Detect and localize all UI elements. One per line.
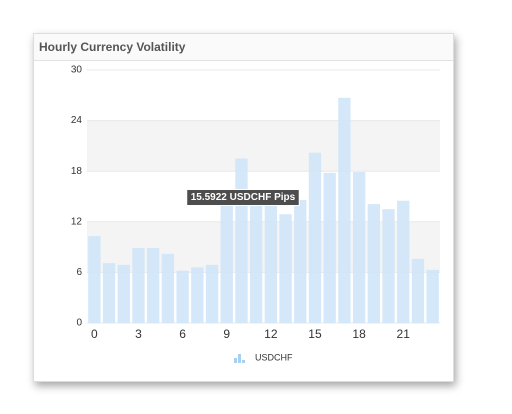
bar [249, 196, 263, 323]
bar [352, 172, 366, 323]
tooltip: 15.5922 USDCHF Pips [186, 189, 300, 207]
x-tick-label: 18 [352, 327, 366, 341]
bar [308, 152, 322, 323]
bar [279, 214, 292, 323]
grid-band [87, 221, 440, 273]
bar [205, 264, 219, 323]
y-tick-label: 0 [76, 318, 82, 329]
y-tick-label: 24 [71, 115, 83, 126]
x-tick-label: 9 [223, 327, 230, 341]
bar [397, 200, 410, 323]
bar [323, 172, 336, 323]
bar [117, 264, 130, 323]
legend: USDCHF [234, 352, 293, 363]
bar [102, 263, 116, 323]
y-tick-label: 18 [71, 166, 83, 177]
grid-band [87, 120, 440, 172]
x-tick-label: 21 [397, 327, 411, 341]
bar [411, 258, 425, 323]
tooltip-box [186, 189, 300, 207]
legend-icon [242, 360, 245, 363]
x-tick-label: 3 [135, 327, 142, 341]
bar [264, 199, 278, 323]
legend-label: USDCHF [255, 352, 293, 362]
x-tick-label: 6 [179, 327, 186, 341]
bar [338, 97, 351, 323]
bar [88, 236, 101, 323]
bar [235, 158, 248, 323]
x-tick-label: 0 [91, 327, 98, 341]
legend-icon [234, 358, 237, 363]
y-tick-label: 12 [71, 216, 83, 227]
bar [382, 209, 395, 323]
bar [220, 191, 233, 323]
bar [367, 204, 380, 323]
bar [426, 269, 439, 323]
bar [161, 253, 175, 323]
tooltip-text: 15.5922 USDCHF Pips [191, 192, 296, 203]
widget-title: Hourly Currency Volatility [34, 34, 453, 61]
bar [147, 247, 160, 323]
y-tick-label: 30 [71, 65, 83, 76]
widget-panel: Hourly Currency Volatility [33, 33, 454, 382]
bar [294, 199, 307, 323]
y-tick-label: 6 [76, 267, 82, 278]
bar [176, 270, 189, 323]
legend-icon [238, 354, 241, 363]
x-tick-label: 15 [308, 327, 322, 341]
bar [191, 267, 204, 323]
x-tick-label: 12 [264, 327, 278, 341]
bar [132, 247, 145, 323]
